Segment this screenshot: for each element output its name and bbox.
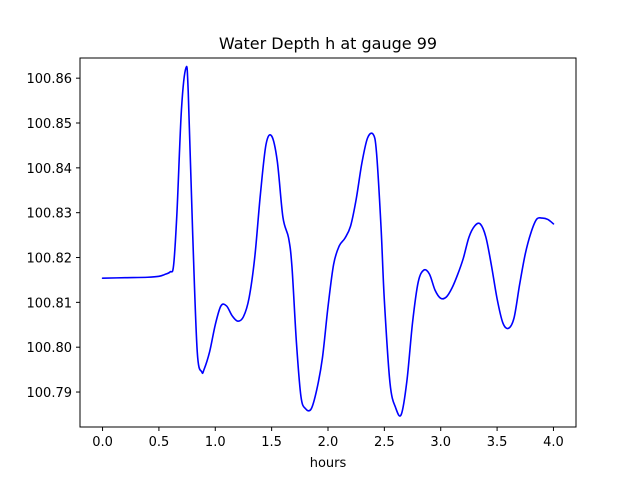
y-tick-label: 100.83 xyxy=(27,207,73,222)
y-tick-label: 100.85 xyxy=(27,117,73,132)
y-tick-label: 100.79 xyxy=(27,386,73,401)
plot-area: 0.0 0.5 1.0 1.5 2.0 2.5 3.0 3.5 4.0 100.79 100.80… xyxy=(27,57,577,450)
x-tick-label: 4.0 xyxy=(543,435,564,450)
x-tick-label: 0.0 xyxy=(92,435,113,450)
chart-title: Water Depth h at gauge 99 xyxy=(219,34,437,53)
x-tick-label: 0.5 xyxy=(149,435,170,450)
x-axis: 0.0 0.5 1.0 1.5 2.0 2.5 3.0 3.5 4.0 xyxy=(92,427,564,450)
series-line xyxy=(101,65,555,417)
axes-frame xyxy=(79,57,577,428)
x-tick-label: 1.5 xyxy=(261,435,282,450)
x-tick-label: 3.0 xyxy=(430,435,451,450)
x-tick-label: 2.0 xyxy=(318,435,339,450)
y-tick-label: 100.82 xyxy=(27,252,73,267)
y-tick-label: 100.86 xyxy=(27,72,73,87)
y-tick-label: 100.81 xyxy=(27,296,73,311)
y-axis: 100.79 100.80 100.81 100.82 100.83 100.84 100.… xyxy=(27,72,80,401)
x-tick-label: 2.5 xyxy=(374,435,395,450)
x-tick-label: 3.5 xyxy=(487,435,508,450)
x-axis-label: hours xyxy=(310,456,347,471)
y-tick-label: 100.84 xyxy=(27,162,73,177)
y-tick-label: 100.80 xyxy=(27,341,73,356)
x-tick-label: 1.0 xyxy=(205,435,226,450)
